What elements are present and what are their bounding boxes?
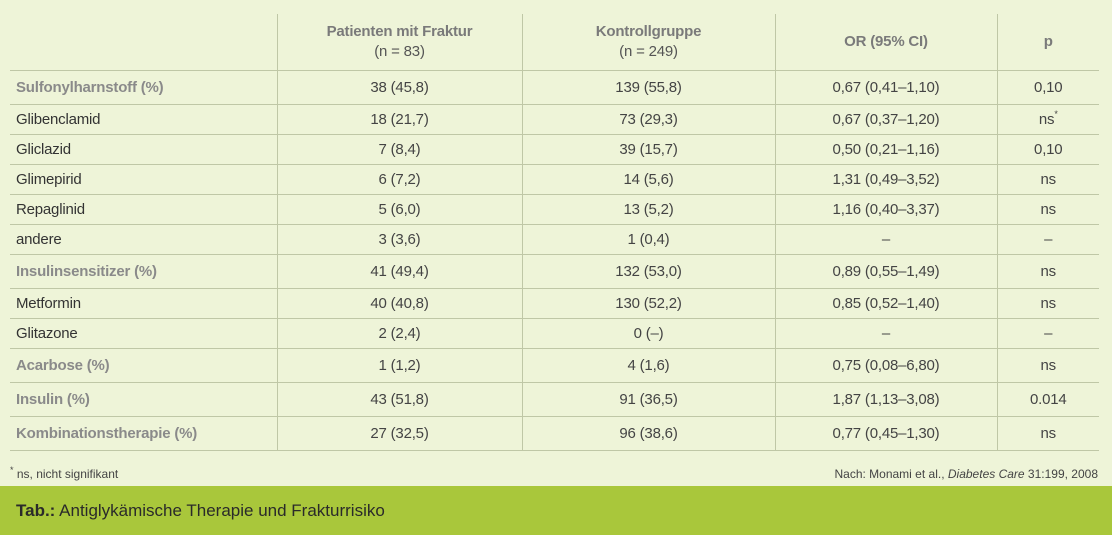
row-label: Gliclazid xyxy=(10,134,277,165)
row-label: Acarbose (%) xyxy=(10,348,277,383)
cell-or: 1,16 (0,40–3,37) xyxy=(774,194,997,225)
row-label: Glimepirid xyxy=(10,164,277,195)
footnote: * ns, nicht signifikant xyxy=(10,465,119,481)
row-label: Repaglinid xyxy=(10,194,277,225)
cell-or: – xyxy=(774,224,997,255)
row-label: Glibenclamid xyxy=(10,104,277,135)
cell-p: ns xyxy=(996,348,1099,383)
header-fracture: Patienten mit Fraktur (n = 83) xyxy=(276,14,522,71)
cell-fracture: 40 (40,8) xyxy=(276,288,522,319)
cell-fracture: 41 (49,4) xyxy=(276,254,522,289)
table-row: andere 3 (3,6) 1 (0,4) – – xyxy=(10,224,1099,255)
header-p: p xyxy=(996,14,1099,71)
header-fracture-n: (n = 83) xyxy=(374,43,425,60)
cell-or: 0,67 (0,41–1,10) xyxy=(774,70,997,105)
cell-p: – xyxy=(996,224,1099,255)
cell-p-value: ns xyxy=(1038,111,1055,128)
cell-control: 39 (15,7) xyxy=(521,134,775,165)
cell-or: 1,31 (0,49–3,52) xyxy=(774,164,997,195)
caption-text: Antiglykämische Therapie und Frakturrisi… xyxy=(55,501,385,520)
table-caption: Tab.: Antiglykämische Therapie und Frakt… xyxy=(16,501,385,521)
cell-fracture: 43 (51,8) xyxy=(276,382,522,417)
header-or: OR (95% CI) xyxy=(774,14,997,71)
source-citation: Nach: Monami et al., Diabetes Care 31:19… xyxy=(834,467,1098,481)
footnote-text: ns, nicht signifikant xyxy=(13,467,119,481)
cell-p: ns xyxy=(996,254,1099,289)
cell-control: 73 (29,3) xyxy=(521,104,775,135)
footnote-marker: * xyxy=(1054,109,1058,119)
cell-p: ns* xyxy=(996,104,1099,135)
footnote-star: * xyxy=(10,465,14,475)
row-label: Glitazone xyxy=(10,318,277,349)
cell-control: 13 (5,2) xyxy=(521,194,775,225)
cell-control: 139 (55,8) xyxy=(521,70,775,105)
table-row: Acarbose (%) 1 (1,2) 4 (1,6) 0,75 (0,08–… xyxy=(10,348,1099,383)
cell-p: 0,10 xyxy=(996,134,1099,165)
cell-fracture: 5 (6,0) xyxy=(276,194,522,225)
table-header-row: Patienten mit Fraktur (n = 83) Kontrollg… xyxy=(10,14,1099,71)
source-prefix: Nach: Monami et al., xyxy=(834,467,948,481)
header-empty-cell xyxy=(10,14,277,71)
cell-control: 132 (53,0) xyxy=(521,254,775,289)
cell-control: 14 (5,6) xyxy=(521,164,775,195)
row-label: Sulfonylharnstoff (%) xyxy=(10,70,277,105)
row-label: Insulinsensitizer (%) xyxy=(10,254,277,289)
cell-p: 0.014 xyxy=(996,382,1099,417)
header-control: Kontrollgruppe (n = 249) xyxy=(521,14,775,71)
table-row: Glitazone 2 (2,4) 0 (–) – – xyxy=(10,318,1099,349)
table-row: Glimepirid 6 (7,2) 14 (5,6) 1,31 (0,49–3… xyxy=(10,164,1099,195)
row-label: Kombinationstherapie (%) xyxy=(10,416,277,451)
table-row: Insulin (%) 43 (51,8) 91 (36,5) 1,87 (1,… xyxy=(10,382,1099,417)
cell-p: ns xyxy=(996,164,1099,195)
table-row: Kombinationstherapie (%) 27 (32,5) 96 (3… xyxy=(10,416,1099,451)
cell-or: 0,85 (0,52–1,40) xyxy=(774,288,997,319)
cell-fracture: 18 (21,7) xyxy=(276,104,522,135)
cell-or: 0,50 (0,21–1,16) xyxy=(774,134,997,165)
cell-fracture: 27 (32,5) xyxy=(276,416,522,451)
source-suffix: 31:199, 2008 xyxy=(1024,467,1098,481)
cell-p: ns xyxy=(996,416,1099,451)
row-label: Insulin (%) xyxy=(10,382,277,417)
table-row: Gliclazid 7 (8,4) 39 (15,7) 0,50 (0,21–1… xyxy=(10,134,1099,165)
cell-or: – xyxy=(774,318,997,349)
row-label: andere xyxy=(10,224,277,255)
table-row: Glibenclamid 18 (21,7) 73 (29,3) 0,67 (0… xyxy=(10,104,1099,135)
row-label: Metformin xyxy=(10,288,277,319)
source-journal: Diabetes Care xyxy=(947,467,1025,481)
header-fracture-title: Patienten mit Fraktur xyxy=(326,23,473,40)
cell-p: 0,10 xyxy=(996,70,1099,105)
cell-fracture: 1 (1,2) xyxy=(276,348,522,383)
cell-control: 1 (0,4) xyxy=(521,224,775,255)
table-row: Repaglinid 5 (6,0) 13 (5,2) 1,16 (0,40–3… xyxy=(10,194,1099,225)
caption-bar xyxy=(0,486,1112,535)
cell-or: 0,77 (0,45–1,30) xyxy=(774,416,997,451)
table-body: Sulfonylharnstoff (%) 38 (45,8) 139 (55,… xyxy=(10,70,1099,451)
cell-fracture: 3 (3,6) xyxy=(276,224,522,255)
cell-p: ns xyxy=(996,194,1099,225)
header-control-n: (n = 249) xyxy=(619,43,678,60)
cell-or: 0,67 (0,37–1,20) xyxy=(774,104,997,135)
caption-label: Tab.: xyxy=(16,501,56,520)
header-control-title: Kontrollgruppe xyxy=(595,23,702,40)
cell-fracture: 38 (45,8) xyxy=(276,70,522,105)
table-row: Insulinsensitizer (%) 41 (49,4) 132 (53,… xyxy=(10,254,1099,289)
cell-fracture: 7 (8,4) xyxy=(276,134,522,165)
cell-fracture: 6 (7,2) xyxy=(276,164,522,195)
table-row: Metformin 40 (40,8) 130 (52,2) 0,85 (0,5… xyxy=(10,288,1099,319)
cell-fracture: 2 (2,4) xyxy=(276,318,522,349)
cell-control: 4 (1,6) xyxy=(521,348,775,383)
cell-control: 130 (52,2) xyxy=(521,288,775,319)
cell-or: 0,89 (0,55–1,49) xyxy=(774,254,997,289)
cell-p: – xyxy=(996,318,1099,349)
cell-or: 0,75 (0,08–6,80) xyxy=(774,348,997,383)
cell-control: 91 (36,5) xyxy=(521,382,775,417)
cell-control: 96 (38,6) xyxy=(521,416,775,451)
cell-control: 0 (–) xyxy=(521,318,775,349)
cell-p: ns xyxy=(996,288,1099,319)
cell-or: 1,87 (1,13–3,08) xyxy=(774,382,997,417)
table-row: Sulfonylharnstoff (%) 38 (45,8) 139 (55,… xyxy=(10,70,1099,105)
data-table: Patienten mit Fraktur (n = 83) Kontrollg… xyxy=(10,14,1099,451)
